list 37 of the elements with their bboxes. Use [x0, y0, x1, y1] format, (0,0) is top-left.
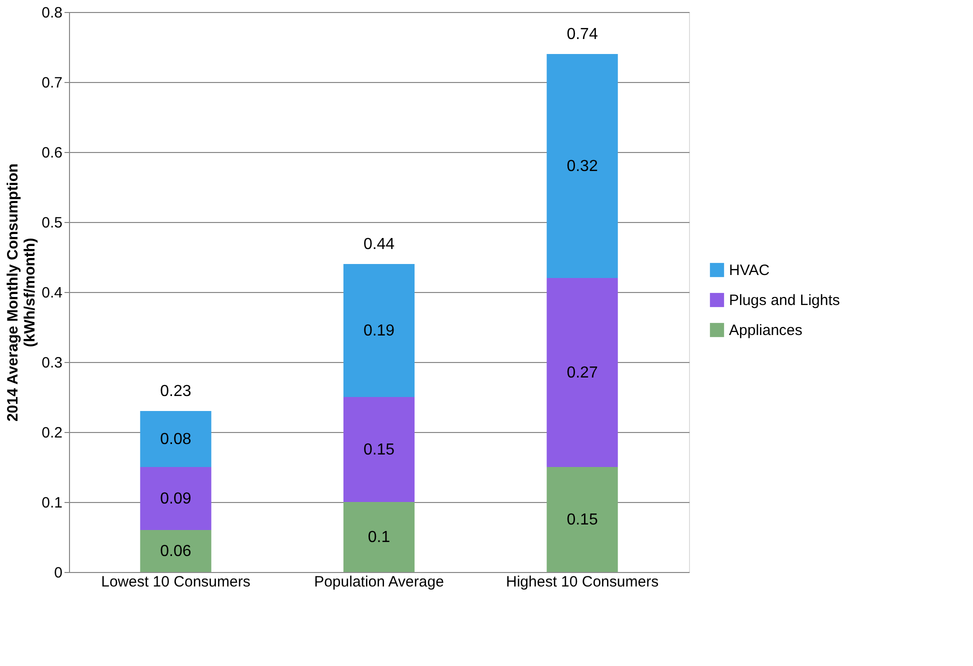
y-tick-label: 0.5 — [42, 214, 62, 232]
y-tick-label: 0.6 — [42, 144, 62, 162]
data-label: 0.32 — [566, 158, 598, 175]
data-label: 0.08 — [160, 431, 192, 448]
y-axis-title: 2014 Average Monthly Consumption (kWh/sf/month) — [4, 163, 39, 422]
legend-label: HVAC — [729, 262, 770, 279]
data-label: 0.1 — [368, 529, 390, 546]
x-tick-label: Highest 10 Consumers — [506, 574, 659, 590]
data-label: 0.27 — [566, 364, 598, 382]
y-tick-label: 0.3 — [42, 354, 62, 372]
y-tick-label: 0.8 — [42, 4, 62, 22]
y-tick-label: 0.2 — [42, 424, 62, 442]
data-label: 0.09 — [160, 490, 192, 508]
legend-label: Plugs and Lights — [729, 292, 840, 309]
y-tick-label: 0.1 — [42, 494, 62, 512]
total-label: 0.44 — [363, 236, 395, 253]
bar — [343, 264, 415, 397]
x-tick-label: Population Average — [314, 574, 444, 590]
data-label: 0.06 — [160, 543, 192, 560]
y-tick-label: 0.7 — [42, 74, 62, 92]
bar — [140, 467, 212, 530]
data-label: 0.19 — [363, 322, 395, 340]
bar — [546, 278, 618, 467]
bar — [343, 397, 415, 502]
bar — [546, 54, 618, 278]
x-tick-label: Lowest 10 Consumers — [101, 574, 250, 590]
legend-label: Appliances — [729, 322, 802, 339]
data-label: 0.15 — [566, 512, 598, 528]
y-tick-label: 0 — [54, 564, 62, 582]
total-label: 0.23 — [160, 383, 192, 400]
bar — [343, 502, 415, 572]
bar — [140, 411, 212, 467]
data-label: 0.15 — [363, 442, 395, 458]
y-tick-label: 0.4 — [42, 284, 62, 302]
bar — [546, 467, 618, 572]
bar — [140, 530, 212, 572]
total-label: 0.74 — [566, 26, 598, 43]
